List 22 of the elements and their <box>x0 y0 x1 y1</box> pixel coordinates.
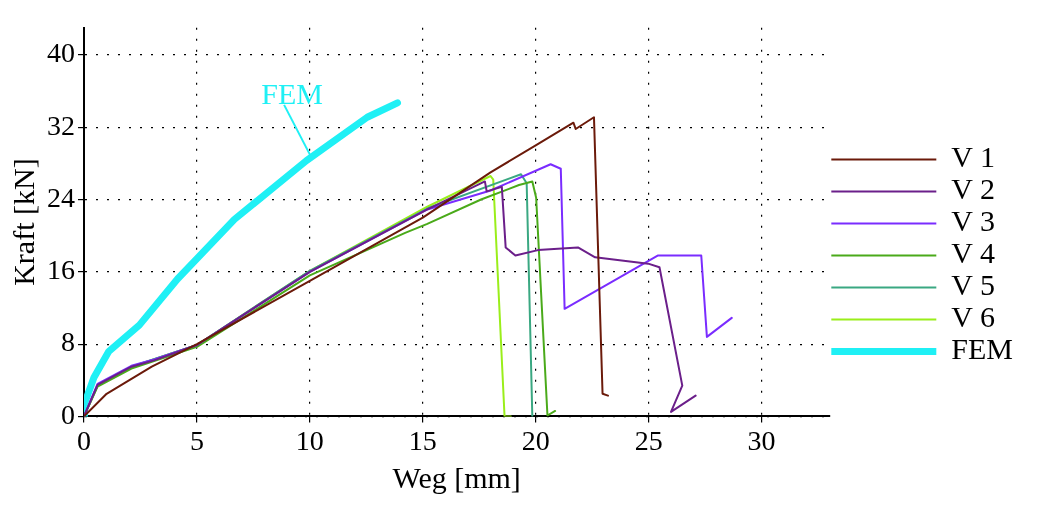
x-tick-label: 10 <box>295 424 324 456</box>
y-tick-label: 0 <box>61 398 75 430</box>
y-tick-label: 32 <box>47 109 75 141</box>
legend-label: V 1 <box>951 140 995 174</box>
annotation: FEM <box>261 76 323 110</box>
legend-label: V 3 <box>951 204 995 238</box>
x-tick-label: 15 <box>408 424 437 456</box>
x-tick-label: 5 <box>189 424 204 456</box>
x-axis-title: Weg [mm] <box>392 460 521 494</box>
x-tick-label: 20 <box>521 424 550 456</box>
legend-label: V 5 <box>951 268 995 302</box>
y-tick-label: 8 <box>61 326 75 358</box>
legend-label: FEM <box>951 332 1013 366</box>
legend-label: V 4 <box>951 236 995 270</box>
y-axis-title: Kraft [kN] <box>6 158 40 286</box>
x-tick-label: 25 <box>634 424 663 456</box>
legend-label: V 2 <box>951 172 995 206</box>
x-tick-label: 30 <box>747 424 776 456</box>
y-tick-label: 16 <box>47 254 75 286</box>
y-tick-label: 40 <box>47 37 75 69</box>
legend-label: V 6 <box>951 300 995 334</box>
y-tick-label: 24 <box>47 181 75 213</box>
